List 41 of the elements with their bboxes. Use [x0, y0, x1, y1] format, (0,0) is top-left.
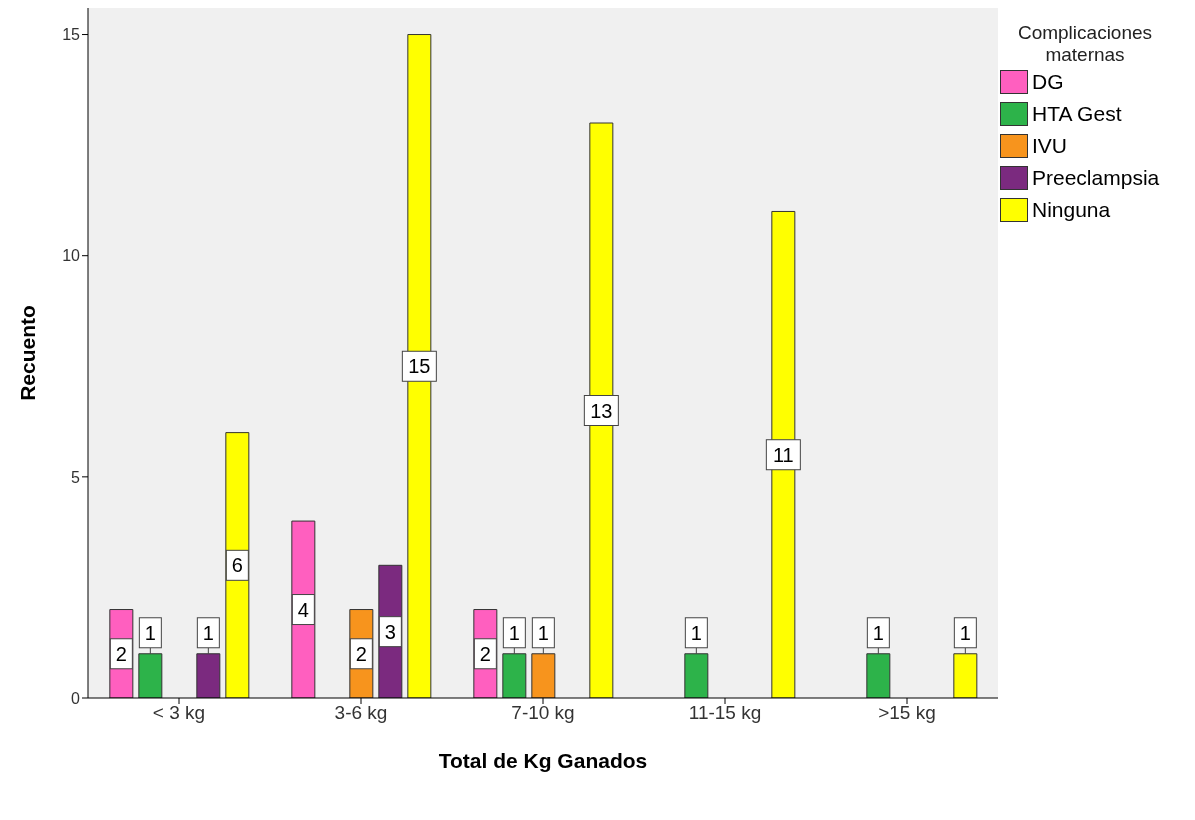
data-label: 15: [408, 355, 431, 378]
y-axis-title: Recuento: [16, 305, 40, 401]
bar: [866, 653, 891, 698]
data-label: 1: [690, 621, 702, 644]
x-axis-title: Total de Kg Ganados: [438, 749, 648, 772]
bar: [196, 653, 221, 698]
legend-title: Complicaciones maternas: [1016, 22, 1154, 66]
data-label: 6: [231, 554, 243, 577]
bar: [502, 653, 527, 698]
legend-label: Preeclampsia: [1032, 166, 1160, 190]
data-label: 2: [355, 642, 367, 665]
data-label: 3: [384, 620, 396, 643]
data-label: 1: [959, 621, 971, 644]
data-label: 1: [202, 621, 214, 644]
y-tick-label: 5: [71, 468, 81, 486]
bar: [684, 653, 709, 698]
y-tick-label: 10: [62, 247, 81, 265]
x-tick-label: 7-10 kg: [511, 702, 575, 724]
x-tick-label: 3-6 kg: [334, 702, 388, 724]
legend-label: DG: [1032, 70, 1064, 94]
legend-label: IVU: [1032, 134, 1068, 158]
data-label: 1: [508, 621, 520, 644]
data-label: 2: [479, 642, 491, 665]
bar: [138, 653, 163, 698]
data-label: 4: [297, 598, 309, 621]
bar: [225, 432, 250, 698]
y-tick-label: 15: [62, 26, 81, 44]
data-label: 1: [537, 621, 549, 644]
legend-label: HTA Gest: [1032, 102, 1122, 126]
data-label: 1: [144, 621, 156, 644]
bar: [531, 653, 556, 698]
data-label: 11: [772, 443, 794, 466]
data-label: 13: [590, 399, 613, 422]
legend-label: Ninguna: [1032, 198, 1111, 222]
data-label: 1: [872, 621, 884, 644]
bar: [953, 653, 978, 698]
x-tick-label: >15 kg: [878, 702, 936, 724]
x-tick-label: 11-15 kg: [688, 702, 762, 724]
data-label: 2: [115, 642, 127, 665]
x-tick-label: < 3 kg: [152, 702, 206, 724]
y-tick-label: 0: [71, 689, 81, 707]
